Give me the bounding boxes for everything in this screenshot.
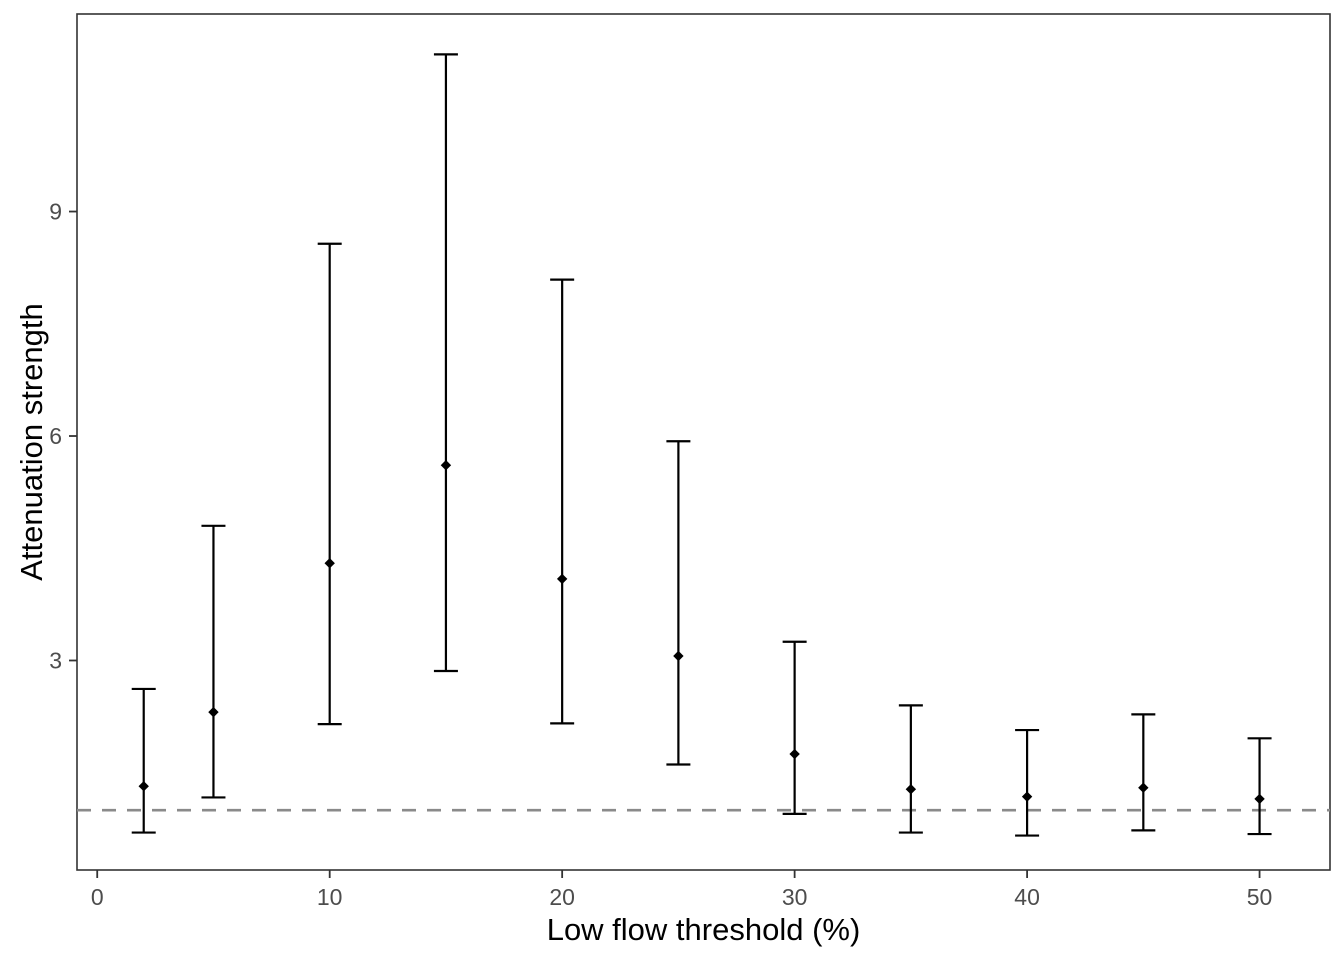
point-marker — [673, 650, 684, 662]
plot-panel — [76, 13, 1331, 871]
point-marker — [324, 558, 335, 569]
errorbar-point — [1015, 728, 1040, 837]
errorbar-point — [1247, 737, 1272, 836]
errorbar-point — [666, 440, 691, 766]
x-tick-label: 40 — [1014, 884, 1040, 910]
errorbar-point — [898, 704, 923, 834]
y-tick-label: 3 — [49, 647, 62, 673]
errorbar-point — [782, 640, 807, 815]
point-marker — [440, 459, 452, 471]
errorbar-point — [550, 278, 575, 725]
x-tick-label: 10 — [317, 884, 343, 910]
y-tick-label: 9 — [49, 199, 62, 225]
y-tick-label: 6 — [49, 423, 62, 449]
errorbar-point — [317, 242, 342, 726]
errorbar-point — [201, 524, 226, 799]
x-tick-label: 50 — [1247, 884, 1273, 910]
x-tick-label: 0 — [91, 884, 104, 910]
point-marker — [1254, 793, 1265, 805]
y-axis-title: Attenuation strength — [14, 303, 49, 580]
x-tick-label: 30 — [782, 884, 808, 910]
point-marker — [905, 783, 917, 795]
point-marker — [208, 706, 219, 718]
point-marker — [1021, 791, 1033, 802]
axes: 0 10 20 30 40 50 3 6 9 — [49, 199, 1272, 910]
errorbar-series — [131, 53, 1272, 837]
errorbar-point — [1131, 713, 1156, 832]
point-marker — [789, 748, 800, 760]
x-tick-label: 20 — [549, 884, 575, 910]
point-marker — [1138, 782, 1149, 793]
point-marker — [138, 780, 149, 792]
point-marker — [556, 573, 568, 585]
x-axis-title: Low flow threshold (%) — [547, 912, 861, 947]
errorbar-point — [131, 687, 156, 834]
panel-border — [76, 13, 1331, 871]
errorbar-point — [433, 53, 458, 673]
